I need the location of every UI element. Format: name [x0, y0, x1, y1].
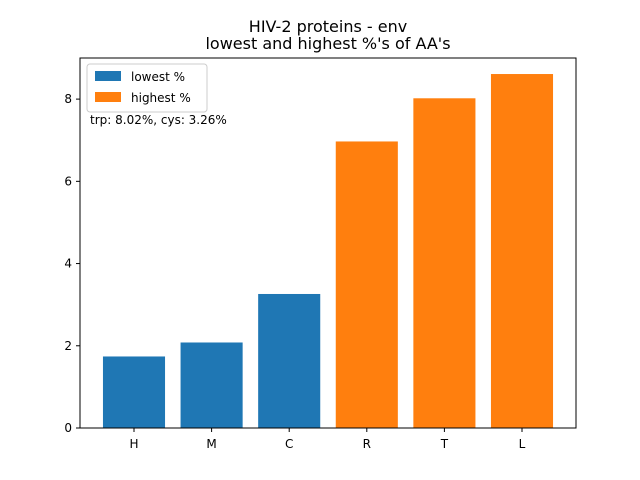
x-tick-label: C [285, 437, 293, 451]
bar-T [413, 98, 476, 428]
bar-R [335, 141, 398, 428]
chart-annotation: trp: 8.02%, cys: 3.26% [90, 113, 227, 127]
y-axis: 0 2 4 6 8 [64, 92, 80, 435]
bars-group [102, 74, 554, 428]
x-tick-label: M [206, 437, 216, 451]
chart-title: HIV-2 proteins - env [249, 17, 407, 36]
chart-subtitle: lowest and highest %'s of AA's [205, 34, 450, 53]
x-tick-label: R [363, 437, 371, 451]
y-tick-label: 8 [64, 92, 72, 106]
legend-label-highest: highest % [131, 91, 191, 105]
x-tick-label: L [519, 437, 526, 451]
bar-L [490, 74, 554, 428]
legend-swatch-highest [95, 92, 121, 102]
y-tick-label: 4 [64, 257, 72, 271]
y-tick-label: 2 [64, 339, 72, 353]
y-tick-label: 0 [64, 421, 72, 435]
legend-swatch-lowest [95, 71, 121, 81]
x-tick-label: T [440, 437, 449, 451]
bar-H [102, 356, 166, 428]
legend: lowest % highest % [86, 63, 208, 113]
x-tick-label: H [129, 437, 138, 451]
y-tick-label: 6 [64, 174, 72, 188]
legend-label-lowest: lowest % [131, 70, 185, 84]
plot-frame [79, 57, 577, 429]
bar-M [180, 342, 243, 428]
bar-C [258, 293, 321, 428]
